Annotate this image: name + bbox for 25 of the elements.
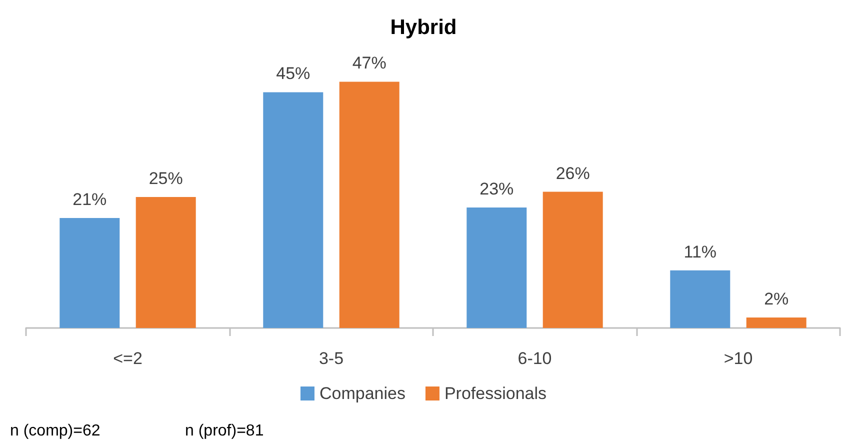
text: n (comp)=62 [10,422,100,440]
text: n (prof)=81 [185,422,264,440]
data-label: 26% [556,164,590,183]
data-label: 11% [684,242,717,262]
bar [263,92,324,328]
data-label: 25% [148,169,183,188]
chart-title: Hybrid [390,16,457,39]
bar [60,218,120,328]
x-tick-label: 6-10 [518,349,552,368]
data-label: 2% [764,290,789,309]
bar [136,197,196,328]
legend-label: Companies [319,384,406,403]
data-label: 21% [72,190,107,209]
data-label: 45% [276,64,310,84]
data-label: 23% [480,179,514,198]
data-label: 47% [352,54,386,73]
bar [542,192,603,328]
legend-label: Professionals [444,384,547,403]
bar [466,207,527,328]
bar [746,318,806,328]
x-tick-label: 3-5 [318,349,344,368]
x-tick-label: >10 [724,349,753,368]
bar [670,270,730,328]
bar [339,82,400,328]
x-tick-label: <=2 [113,349,142,368]
